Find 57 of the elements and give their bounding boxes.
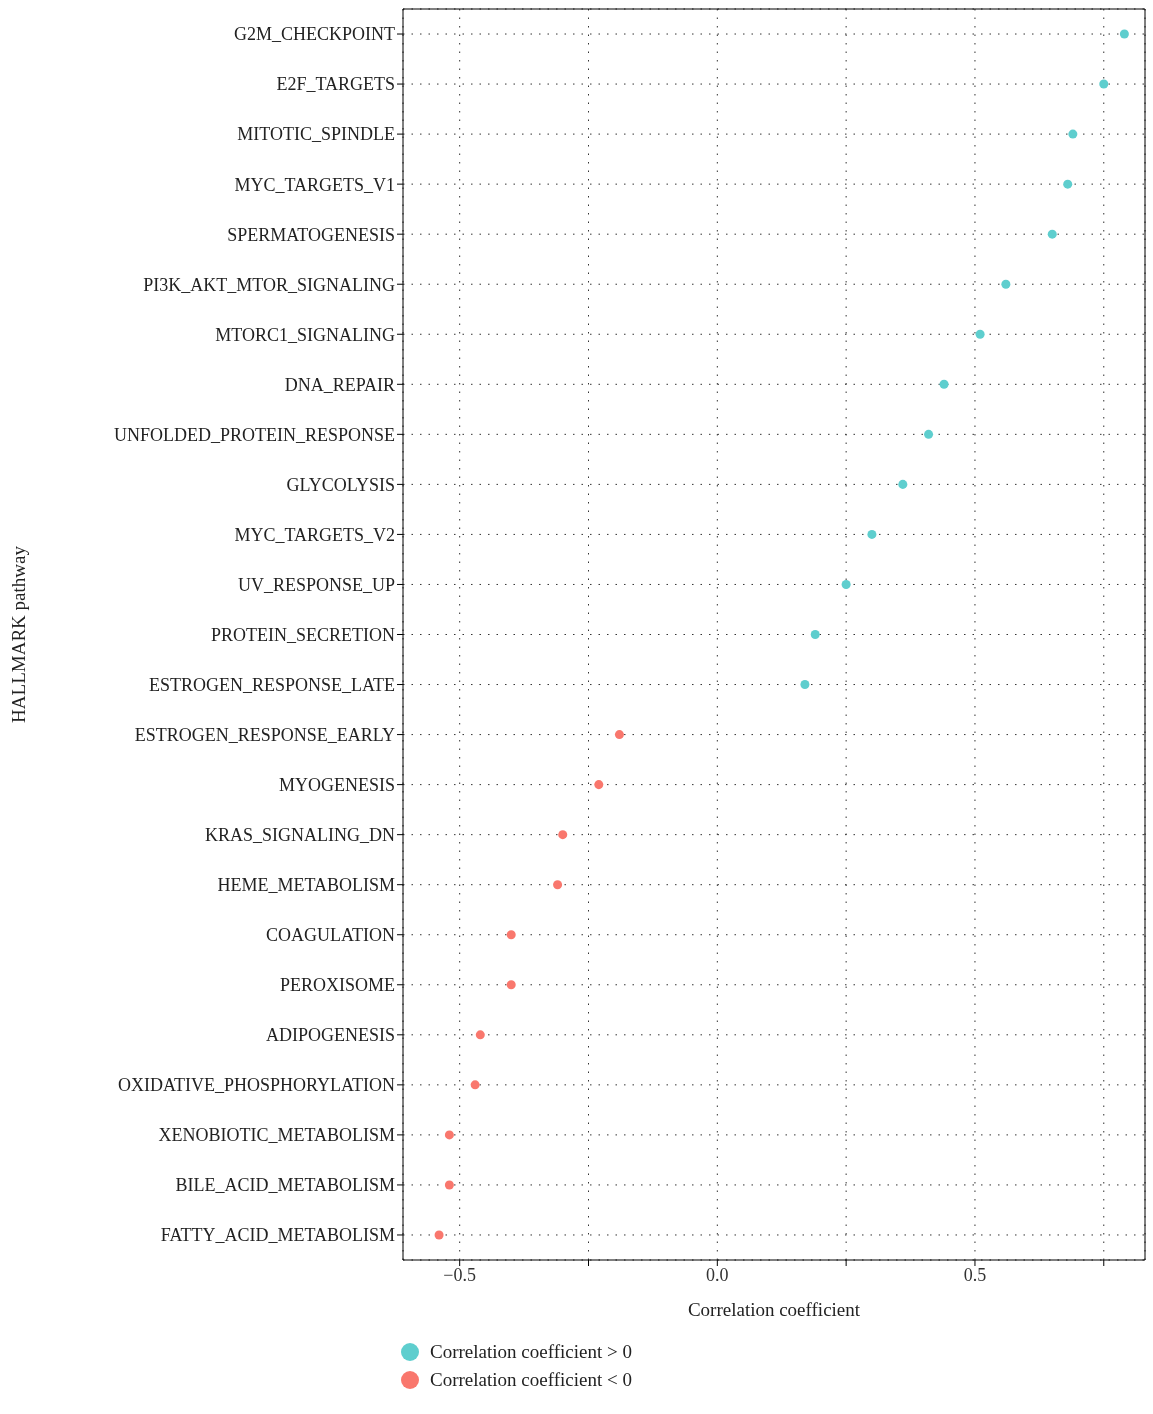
point [444, 1180, 454, 1190]
point [924, 429, 934, 439]
y-tick-label: UV_RESPONSE_UP [237, 574, 395, 595]
y-tick-label: BILE_ACID_METABOLISM [175, 1175, 395, 1196]
point [898, 479, 908, 489]
point [444, 1130, 454, 1140]
point [841, 579, 851, 589]
y-tick-label: ADIPOGENESIS [265, 1025, 395, 1046]
y-tick-label: MTORC1_SIGNALING [215, 324, 395, 345]
y-tick-label: OXIDATIVE_PHOSPHORYLATION [117, 1075, 395, 1096]
point [506, 930, 516, 940]
y-tick-label: HEME_METABOLISM [217, 875, 395, 896]
legend-label: Correlation coefficient > 0 [430, 1340, 632, 1364]
point [1063, 179, 1073, 189]
y-tick-label: FATTY_ACID_METABOLISM [160, 1225, 395, 1246]
x-tick-label: 0.0 [706, 1264, 729, 1285]
point [1099, 79, 1109, 89]
point [939, 379, 949, 389]
y-tick-label: XENOBIOTIC_METABOLISM [158, 1125, 395, 1146]
point [975, 329, 985, 339]
y-tick-label: PI3K_AKT_MTOR_SIGNALING [143, 274, 395, 295]
point [594, 780, 604, 790]
point [614, 730, 624, 740]
y-tick-label: GLYCOLYSIS [286, 474, 395, 495]
point [1119, 29, 1129, 39]
point [470, 1080, 480, 1090]
y-tick-label: SPERMATOGENESIS [227, 224, 395, 245]
y-tick-label: PROTEIN_SECRETION [211, 624, 395, 645]
y-tick-label: MYC_TARGETS_V1 [234, 174, 395, 195]
y-axis-title: HALLMARK pathway [7, 545, 29, 723]
y-tick-label: G2M_CHECKPOINT [233, 24, 395, 45]
x-tick-label: 0.5 [963, 1264, 987, 1285]
y-tick-label: UNFOLDED_PROTEIN_RESPONSE [113, 424, 395, 445]
y-tick-label: MYOGENESIS [278, 775, 395, 796]
legend-label: Correlation coefficient < 0 [430, 1368, 632, 1392]
point [867, 529, 877, 539]
point [558, 830, 568, 840]
point [810, 629, 820, 640]
y-tick-label: MITOTIC_SPINDLE [237, 124, 395, 145]
point [475, 1030, 485, 1040]
x-axis-title: Correlation coefficient [687, 1299, 861, 1320]
point [1001, 279, 1011, 289]
x-tick-label: −0.5 [443, 1264, 477, 1285]
point [434, 1230, 444, 1240]
point [506, 980, 516, 990]
y-tick-label: ESTROGEN_RESPONSE_EARLY [134, 724, 395, 745]
point [553, 880, 563, 890]
y-tick-label: COAGULATION [266, 925, 395, 946]
y-tick-label: KRAS_SIGNALING_DN [204, 825, 395, 846]
y-tick-label: DNA_REPAIR [284, 374, 395, 395]
y-tick-label: MYC_TARGETS_V2 [234, 524, 395, 545]
y-tick-label: E2F_TARGETS [276, 74, 395, 95]
point [1047, 229, 1057, 239]
point [1068, 129, 1078, 139]
y-tick-label: PEROXISOME [279, 975, 395, 996]
y-tick-label: ESTROGEN_RESPONSE_LATE [148, 674, 395, 695]
point [800, 680, 810, 690]
